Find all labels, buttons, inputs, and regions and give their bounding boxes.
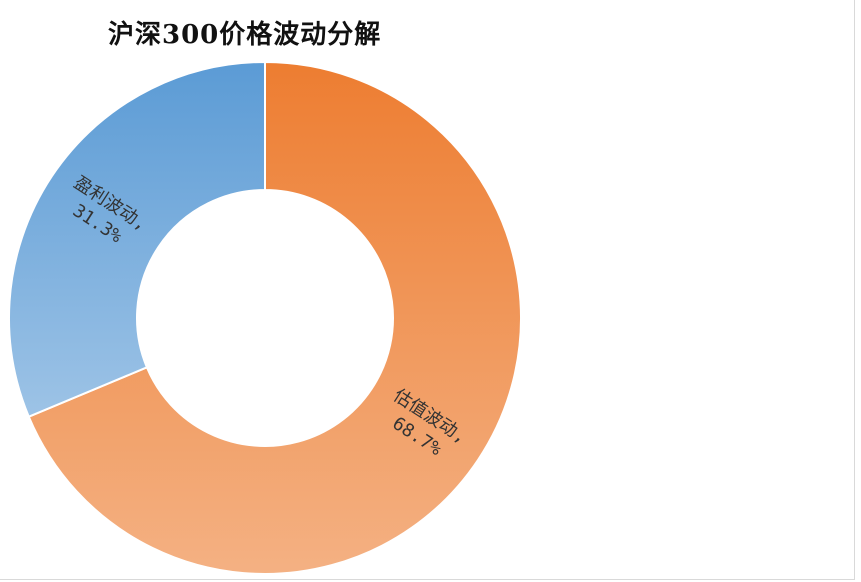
donut-slices [8,60,522,575]
chart-title: 沪深300价格波动分解 [108,20,382,50]
slice-valuation [27,60,522,575]
slice-earnings [8,60,266,419]
